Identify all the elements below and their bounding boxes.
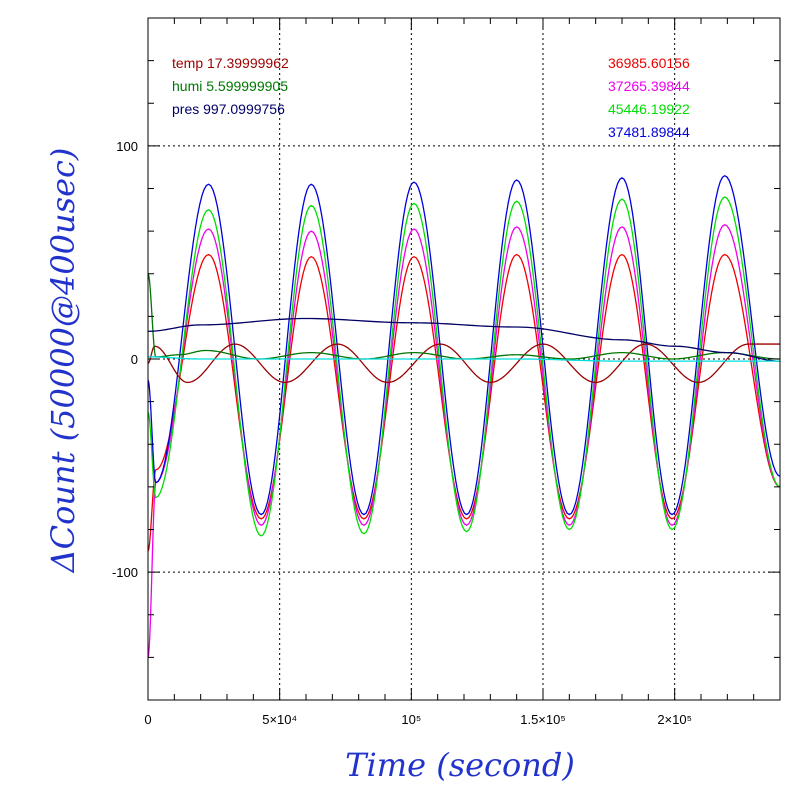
legend-right: 36985.60156 37265.39844 45446.19922 3748… xyxy=(608,55,690,140)
legend-left-entry: temp 17.39999962 xyxy=(172,55,289,71)
legend-right-entry: 36985.60156 xyxy=(608,55,690,71)
legend-right-entry: 45446.19922 xyxy=(608,101,690,117)
series-line xyxy=(147,196,781,537)
x-tick-label: 5×10⁴ xyxy=(262,712,297,727)
series-line xyxy=(147,273,781,360)
x-axis-title: Time (second) xyxy=(345,746,575,784)
series-line xyxy=(147,253,781,552)
legend-left-entry: pres 997.0999756 xyxy=(172,101,285,117)
y-tick-label: 100 xyxy=(116,139,138,154)
legend-left: temp 17.39999962 humi 5.599999905 pres 9… xyxy=(172,55,289,117)
y-axis-title: ΔCount (50000@400usec) xyxy=(44,148,82,575)
legend-right-entry: 37481.89844 xyxy=(608,124,690,140)
x-tick-label: 1.5×10⁵ xyxy=(520,712,566,727)
series-line xyxy=(147,174,781,516)
legend-left-entry: humi 5.599999905 xyxy=(172,78,288,94)
series-line xyxy=(147,317,781,362)
x-tick-label: 2×10⁵ xyxy=(657,712,692,727)
y-tick-label: 0 xyxy=(131,352,138,367)
series-line xyxy=(147,343,780,384)
legend-right-entry: 37265.39844 xyxy=(608,78,690,94)
x-tick-label: 10⁵ xyxy=(401,712,421,727)
x-tick-label: 0 xyxy=(144,712,151,727)
series-lines xyxy=(147,174,781,658)
y-tick-label: -100 xyxy=(112,565,138,580)
series-line xyxy=(147,356,780,362)
axis-ticks: 0 5×10⁴ 10⁵ 1.5×10⁵ 2×10⁵ 100 0 -100 xyxy=(112,18,780,727)
